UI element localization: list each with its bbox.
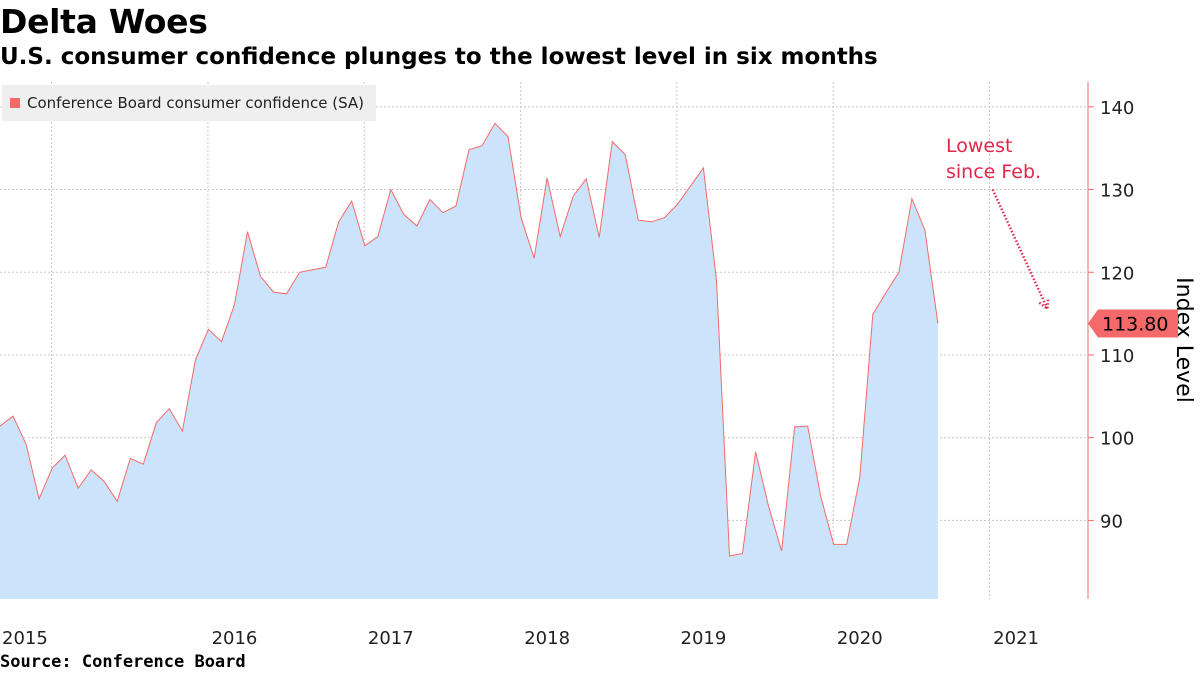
- annotation: Lowest since Feb.: [946, 135, 1050, 312]
- chart-title: Delta Woes: [0, 2, 208, 41]
- x-tick-label: 2021: [993, 628, 1039, 649]
- series-area-fill: [0, 123, 938, 600]
- x-tick-label: 2019: [681, 628, 727, 649]
- last-value-label: 113.80: [1102, 314, 1168, 336]
- x-tick-label: 2018: [524, 628, 570, 649]
- legend: Conference Board consumer confidence (SA…: [2, 85, 377, 121]
- legend-swatch: [10, 98, 20, 108]
- y-tick-label: 130: [1100, 181, 1134, 202]
- x-tick-label: 2016: [212, 628, 258, 649]
- y-axis-label: Index Level: [1171, 277, 1196, 403]
- y-tick-label: 100: [1100, 429, 1134, 450]
- last-value-badge-shape: [1088, 309, 1178, 338]
- annotation-text-line1: Lowest: [946, 135, 1012, 157]
- y-tick-label: 90: [1100, 511, 1123, 532]
- y-tick-label: 110: [1100, 346, 1134, 367]
- series-line: [0, 122, 939, 557]
- x-tick-label: 2017: [368, 628, 414, 649]
- legend-label: Conference Board consumer confidence (SA…: [27, 94, 365, 112]
- annotation-text-line2: since Feb.: [946, 161, 1041, 183]
- x-tick-label: 2015: [2, 628, 48, 649]
- y-tick-label: 120: [1100, 263, 1134, 284]
- last-value-badge: 113.80: [1088, 309, 1178, 338]
- chart-subtitle: U.S. consumer confidence plunges to the …: [0, 44, 878, 70]
- y-tick-label: 140: [1100, 98, 1134, 119]
- annotation-arrow: [991, 189, 1049, 310]
- x-tick-label: 2020: [837, 628, 883, 649]
- x-axis-ticks: 2015 2016 2017 2018 2019 2020 2021: [2, 628, 1039, 649]
- source-note: Source: Conference Board: [0, 652, 246, 672]
- annotation-arrowhead: [1038, 298, 1050, 312]
- y-axis-ticks: 90 100 110 120 130 140: [1088, 98, 1134, 532]
